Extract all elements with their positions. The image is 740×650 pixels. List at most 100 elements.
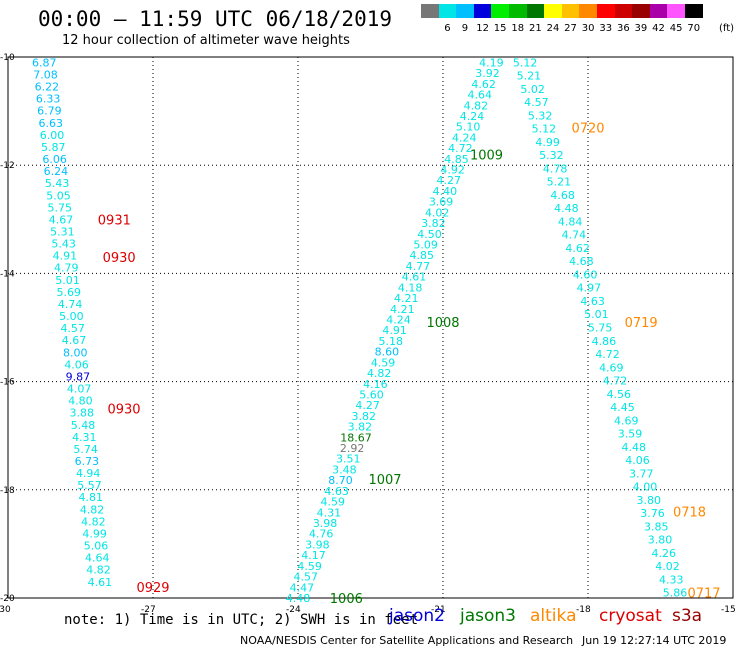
wave-height-value: 4.68 xyxy=(569,255,594,268)
footer-note: note: 1) Time is in UTC; 2) SWH is in fe… xyxy=(64,612,419,628)
wave-height-value: 3.92 xyxy=(475,67,500,80)
wave-height-value: 9.87 xyxy=(66,370,91,383)
wave-height-value: 6.87 xyxy=(32,56,57,69)
wave-height-value: 4.48 xyxy=(286,592,311,605)
wave-height-value: 5.74 xyxy=(73,443,98,456)
legend-label: 45 xyxy=(669,23,683,34)
wave-height-value: 5.32 xyxy=(528,109,553,122)
wave-height-value: 4.67 xyxy=(49,213,74,226)
wave-height-value: 4.27 xyxy=(437,174,462,187)
legend-label: 42 xyxy=(652,23,665,34)
legend-swatch xyxy=(684,4,703,18)
legend-swatch xyxy=(561,4,580,18)
wave-height-value: 4.91 xyxy=(53,250,78,263)
wave-height-value: 5.10 xyxy=(456,121,481,134)
wave-height-value: 6.00 xyxy=(40,129,65,142)
wave-height-value: 4.57 xyxy=(60,322,85,335)
wave-height-value: 4.64 xyxy=(85,552,110,565)
legend-bin: 30 xyxy=(579,4,597,34)
wave-height-value: 6.79 xyxy=(37,105,62,118)
wave-height-value: 4.50 xyxy=(417,228,442,241)
legend-swatch xyxy=(632,4,650,18)
wave-height-value: 3.51 xyxy=(336,453,361,466)
wave-height-value: 5.87 xyxy=(41,141,66,154)
legend-label: 6 xyxy=(444,23,451,34)
wave-height-value: 3.59 xyxy=(618,428,643,441)
wave-height-value: 3.98 xyxy=(313,517,338,530)
wave-height-value: 4.84 xyxy=(558,215,583,228)
wave-height-value: 4.82 xyxy=(464,99,489,112)
wave-height-value: 5.00 xyxy=(59,310,84,323)
legend-swatch xyxy=(508,4,527,18)
wave-height-value: 3.69 xyxy=(429,196,454,209)
pass-time-label: 0719 xyxy=(625,316,658,331)
legend-label: 24 xyxy=(546,23,560,34)
wave-height-value: 4.02 xyxy=(655,560,680,573)
wave-height-value: 4.02 xyxy=(425,206,450,219)
legend-swatch xyxy=(456,4,474,18)
legend-bin: 36 xyxy=(614,4,633,34)
wave-height-value: 4.78 xyxy=(543,162,568,175)
wave-height-value: 4.26 xyxy=(652,547,677,560)
wave-height-value: 5.75 xyxy=(588,322,613,335)
wave-height-value: 6.63 xyxy=(38,117,63,130)
wave-height-value: 4.48 xyxy=(622,441,647,454)
wave-height-value: 4.18 xyxy=(398,281,423,294)
legend-swatch xyxy=(438,4,457,18)
pass-time-label: 0929 xyxy=(136,581,169,596)
legend-label: 9 xyxy=(461,23,469,34)
wave-height-value: 7.08 xyxy=(33,68,58,81)
wave-height-value: 4.79 xyxy=(54,262,79,275)
mission-cryosat: cryosat xyxy=(599,606,662,626)
x-tick-label: -15 xyxy=(721,605,736,615)
wave-height-value: 4.99 xyxy=(535,136,560,149)
x-tick-label: -30 xyxy=(0,605,11,615)
pass-time-label: 0930 xyxy=(103,251,136,266)
y-tick-label: -10 xyxy=(0,53,15,63)
wave-height-value: 4.82 xyxy=(367,367,392,380)
wave-height-value: 6.06 xyxy=(42,153,67,166)
wave-height-value: 4.80 xyxy=(68,395,93,408)
wave-height-value: 4.57 xyxy=(524,96,549,109)
legend-bin: 3 xyxy=(421,4,439,34)
wave-height-value: 3.88 xyxy=(69,407,94,420)
wave-height-value: 4.94 xyxy=(76,467,101,480)
wave-height-value: 4.72 xyxy=(595,348,620,361)
wave-height-value: 4.07 xyxy=(67,383,92,396)
y-tick-label: -18 xyxy=(0,486,15,496)
legend-bin: 27 xyxy=(561,4,580,34)
wave-height-value: 5.01 xyxy=(584,308,609,321)
y-tick-label: -14 xyxy=(0,269,15,279)
legend-swatch xyxy=(544,4,562,18)
legend-swatch xyxy=(526,4,545,18)
wave-height-value: 5.43 xyxy=(51,238,76,251)
wave-height-value: 4.17 xyxy=(301,549,326,562)
legend-label: 12 xyxy=(476,23,489,34)
wave-height-value: 6.24 xyxy=(44,165,69,178)
legend-swatch xyxy=(491,4,509,18)
wave-height-value: 3.98 xyxy=(305,538,330,551)
legend-swatch xyxy=(649,4,668,18)
pass-time-label: 0718 xyxy=(673,505,706,520)
pass-time-label: 0717 xyxy=(687,587,720,602)
wave-height-value: 4.24 xyxy=(452,131,477,144)
x-tick-label: -24 xyxy=(286,605,301,615)
wave-height-value: 5.02 xyxy=(520,83,545,96)
wave-height-value: 5.43 xyxy=(45,177,70,190)
wave-height-value: 4.45 xyxy=(610,401,635,414)
wave-height-value: 4.82 xyxy=(80,503,105,516)
wave-height-value: 5.69 xyxy=(57,286,82,299)
generation-timestamp: Jun 19 12:27:14 UTC 2019 xyxy=(582,634,727,647)
wave-height-value: 4.69 xyxy=(614,414,639,427)
color-scale-unit: (ft) xyxy=(719,23,735,34)
wave-height-value: 3.77 xyxy=(629,467,654,480)
wave-height-value: 4.85 xyxy=(444,153,469,166)
mission-altika: altika xyxy=(530,606,577,626)
wave-height-value: 5.75 xyxy=(48,201,73,214)
x-tick-label: -21 xyxy=(431,605,446,615)
wave-height-value: 5.12 xyxy=(532,123,557,136)
wave-height-value: 4.72 xyxy=(448,142,473,155)
wave-height-value: 2.92 xyxy=(340,442,365,455)
legend-bin: 6 xyxy=(438,4,457,34)
pass-time-label: 1006 xyxy=(330,592,363,607)
